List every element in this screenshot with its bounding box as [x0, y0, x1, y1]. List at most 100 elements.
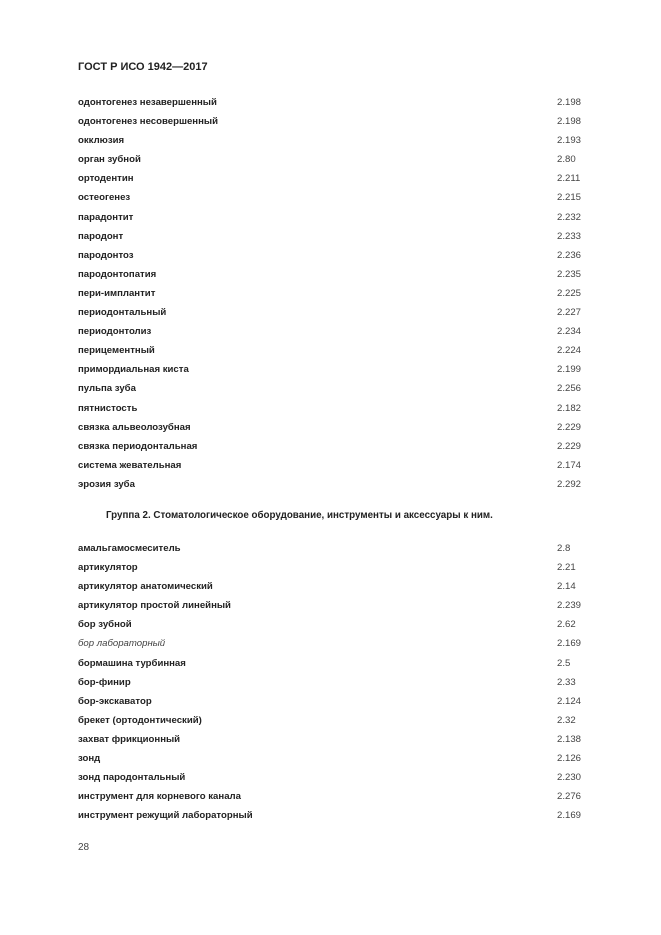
index-entry: одонтогенез несовершенный 2.198 [78, 112, 598, 131]
index-term: пародонтоз [78, 249, 134, 261]
index-term: инструмент режущий лабораторный [78, 810, 253, 822]
index-reference: 2.21 [557, 562, 576, 574]
index-entry: пери-имплантит 2.225 [78, 284, 598, 303]
index-reference: 2.229 [557, 440, 582, 452]
index-entry: орган зубной 2.80 [78, 150, 598, 169]
index-reference: 2.229 [557, 421, 582, 433]
index-term: орган зубной [78, 154, 141, 166]
index-entry: связка альвеолозубная 2.229 [78, 418, 598, 437]
index-entry: перицементный 2.224 [78, 341, 598, 360]
index-term: пери-имплантит [78, 287, 156, 299]
index-entry: зонд 2.126 [78, 749, 598, 768]
index-reference: 2.225 [557, 287, 582, 299]
index-reference: 2.169 [557, 810, 582, 822]
index-entry: инструмент режущий лабораторный 2.169 [78, 806, 598, 825]
index-reference: 2.8 [557, 543, 571, 554]
index-entry: бор зубной 2.62 [78, 615, 598, 634]
index-reference: 2.199 [557, 364, 582, 376]
index-reference: 2.232 [557, 211, 582, 223]
index-term: парадонтит [78, 211, 134, 223]
index-term: зонд пародонтальный [78, 772, 186, 784]
index-term: пародонт [78, 230, 124, 242]
index-reference: 2.198 [557, 97, 582, 108]
index-entry: пятнистость 2.182 [78, 399, 598, 418]
index-term: периодонтальный [78, 307, 167, 319]
index-list-group-1: одонтогенез незавершенный 2.198 одонтогене… [78, 93, 598, 494]
index-entry: примордиальная киста 2.199 [78, 360, 598, 379]
document-header: ГОСТ Р ИСО 1942—2017 [78, 61, 208, 73]
index-reference: 2.182 [557, 402, 582, 414]
index-reference: 2.230 [557, 772, 582, 784]
index-reference: 2.138 [557, 733, 582, 745]
index-entry: бор-экскаватор 2.124 [78, 692, 598, 711]
index-term: брекет (ортодонтический) [78, 714, 202, 726]
index-entry: периодонтолиз 2.234 [78, 322, 598, 341]
index-term: эрозия зуба [78, 478, 135, 490]
index-term: периодонтолиз [78, 326, 152, 338]
index-reference: 2.33 [557, 676, 576, 688]
index-entry: артикулятор 2.21 [78, 558, 598, 577]
index-entry: одонтогенез незавершенный 2.198 [78, 93, 598, 112]
index-entry: ортодентин 2.211 [78, 169, 598, 188]
index-entry: зонд пародонтальный 2.230 [78, 768, 598, 787]
index-entry: артикулятор анатомический 2.14 [78, 577, 598, 596]
index-reference: 2.32 [557, 714, 576, 726]
index-entry: пульпа зуба 2.256 [78, 379, 598, 398]
index-entry: система жевательная 2.174 [78, 456, 598, 475]
index-reference: 2.80 [557, 154, 576, 166]
index-entry: бормашина турбинная 2.5 [78, 654, 598, 673]
index-term: инструмент для корневого канала [78, 791, 241, 803]
index-entry: брекет (ортодонтический) 2.32 [78, 711, 598, 730]
index-term: захват фрикционный [78, 733, 181, 745]
index-term: артикулятор [78, 562, 138, 574]
index-reference: 2.5 [557, 657, 571, 669]
index-term: артикулятор простой линейный [78, 600, 231, 612]
index-term: амальгамосмеситель [78, 543, 181, 554]
index-term: бор-экскаватор [78, 695, 152, 707]
index-reference: 2.169 [557, 638, 582, 650]
index-entry: бор лабораторный 2.169 [78, 634, 598, 653]
index-reference: 2.193 [557, 135, 582, 147]
index-entry: связка периодонтальная 2.229 [78, 437, 598, 456]
index-term: бор лабораторный [78, 638, 166, 650]
index-entry: бор-финир 2.33 [78, 673, 598, 692]
index-reference: 2.62 [557, 619, 576, 631]
index-term: бор зубной [78, 619, 132, 631]
index-reference: 2.124 [557, 695, 582, 707]
index-term: связка альвеолозубная [78, 421, 191, 433]
index-term: примордиальная киста [78, 364, 189, 376]
index-reference: 2.14 [557, 581, 576, 593]
index-reference: 2.236 [557, 249, 582, 261]
index-reference: 2.276 [557, 791, 582, 803]
index-reference: 2.256 [557, 383, 582, 395]
index-entry: пародонтоз 2.236 [78, 246, 598, 265]
index-term: одонтогенез несовершенный [78, 116, 218, 128]
index-term: одонтогенез незавершенный [78, 97, 217, 108]
index-entry: инструмент для корневого канала 2.276 [78, 787, 598, 806]
index-term: ортодентин [78, 173, 134, 185]
index-reference: 2.227 [557, 307, 582, 319]
index-reference: 2.292 [557, 478, 582, 490]
index-reference: 2.198 [557, 116, 582, 128]
index-entry: артикулятор простой линейный 2.239 [78, 596, 598, 615]
index-term: бор-финир [78, 676, 131, 688]
index-entry: эрозия зуба 2.292 [78, 475, 598, 494]
index-term: артикулятор анатомический [78, 581, 213, 593]
index-reference: 2.215 [557, 192, 582, 204]
index-term: остеогенез [78, 192, 131, 204]
index-term: бормашина турбинная [78, 657, 186, 669]
index-term: пульпа зуба [78, 383, 136, 395]
index-reference: 2.211 [557, 173, 581, 185]
index-entry: пародонтопатия 2.235 [78, 265, 598, 284]
index-list-group-2: амальгамосмеситель 2.8 артикулятор 2.21 арти… [78, 539, 598, 825]
index-reference: 2.235 [557, 268, 582, 280]
index-entry: амальгамосмеситель 2.8 [78, 539, 598, 558]
index-term: окклюзия [78, 135, 125, 147]
index-term: пародонтопатия [78, 268, 157, 280]
group-heading: Группа 2. Стоматологическое оборудование… [106, 510, 493, 521]
index-reference: 2.239 [557, 600, 582, 612]
index-reference: 2.126 [557, 753, 582, 765]
index-entry: захват фрикционный 2.138 [78, 730, 598, 749]
index-entry: остеогенез 2.215 [78, 188, 598, 207]
index-reference: 2.174 [557, 459, 582, 471]
